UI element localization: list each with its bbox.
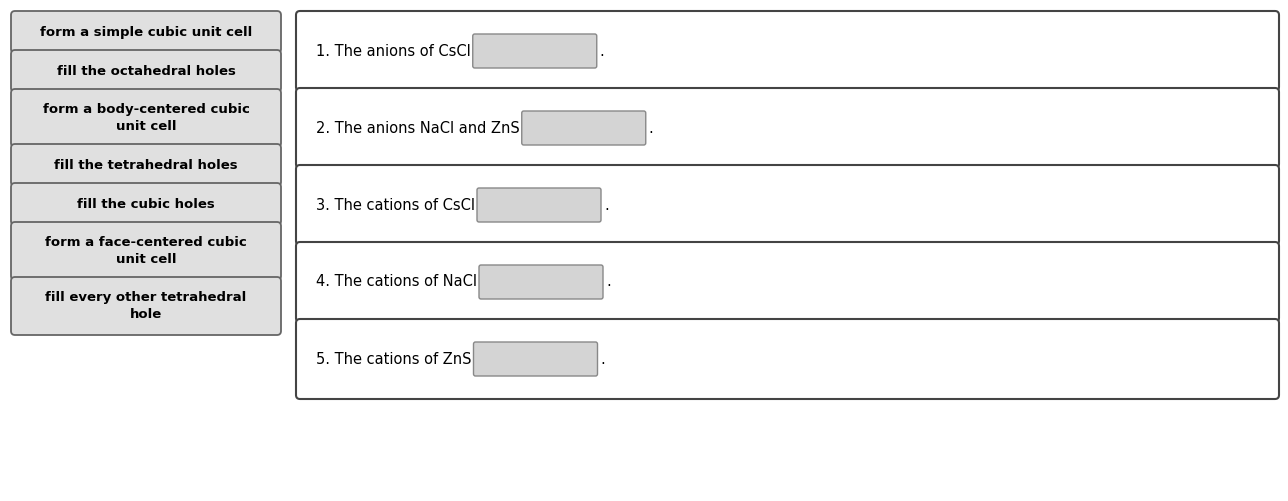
Text: 3. The cations of CsCl: 3. The cations of CsCl (316, 197, 475, 212)
FancyBboxPatch shape (12, 11, 281, 53)
FancyBboxPatch shape (296, 165, 1279, 245)
FancyBboxPatch shape (12, 89, 281, 147)
FancyBboxPatch shape (477, 188, 601, 222)
FancyBboxPatch shape (296, 11, 1279, 91)
FancyBboxPatch shape (474, 342, 598, 376)
FancyBboxPatch shape (296, 242, 1279, 322)
FancyBboxPatch shape (296, 88, 1279, 168)
FancyBboxPatch shape (473, 34, 596, 68)
Text: 2. The anions NaCl and ZnS: 2. The anions NaCl and ZnS (316, 121, 520, 135)
FancyBboxPatch shape (522, 111, 645, 145)
Text: .: . (605, 275, 611, 290)
FancyBboxPatch shape (12, 50, 281, 92)
FancyBboxPatch shape (12, 144, 281, 186)
FancyBboxPatch shape (12, 222, 281, 280)
Text: 1. The anions of CsCl: 1. The anions of CsCl (316, 44, 470, 59)
Text: fill the tetrahedral holes: fill the tetrahedral holes (54, 158, 238, 171)
Text: form a simple cubic unit cell: form a simple cubic unit cell (40, 26, 252, 39)
Text: fill the octahedral holes: fill the octahedral holes (57, 65, 236, 78)
Text: fill every other tetrahedral
hole: fill every other tetrahedral hole (45, 291, 246, 321)
Text: fill the cubic holes: fill the cubic holes (77, 197, 215, 210)
Text: .: . (649, 121, 653, 135)
FancyBboxPatch shape (479, 265, 603, 299)
Text: .: . (600, 44, 604, 59)
Text: form a face-centered cubic
unit cell: form a face-centered cubic unit cell (45, 236, 247, 266)
Text: .: . (600, 352, 605, 367)
Text: .: . (604, 197, 609, 212)
Text: 4. The cations of NaCl: 4. The cations of NaCl (316, 275, 477, 290)
FancyBboxPatch shape (12, 277, 281, 335)
Text: 5. The cations of ZnS: 5. The cations of ZnS (316, 352, 471, 367)
FancyBboxPatch shape (12, 183, 281, 225)
FancyBboxPatch shape (296, 319, 1279, 399)
Text: form a body-centered cubic
unit cell: form a body-centered cubic unit cell (43, 103, 250, 133)
